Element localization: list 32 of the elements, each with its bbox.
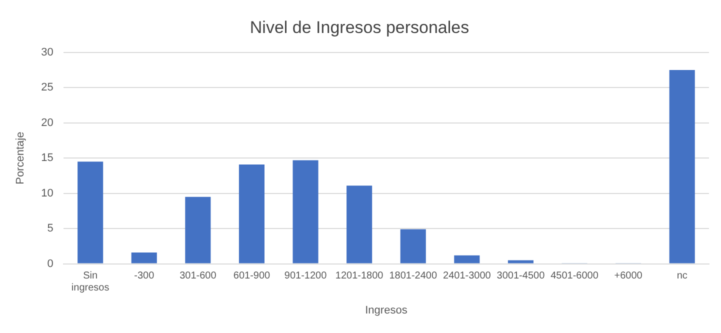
- bar: [508, 260, 534, 264]
- x-tick-label: +6000: [614, 270, 643, 282]
- x-tick-label: nc: [676, 270, 688, 282]
- x-tick-label: Sin ingresos: [71, 270, 110, 294]
- x-tick-label: 4501-6000: [550, 270, 599, 282]
- y-tick-label: 20: [41, 116, 54, 129]
- bar: [292, 160, 318, 264]
- x-tick-label: 601-900: [233, 270, 271, 282]
- bar: [131, 252, 157, 264]
- x-tick-label: 301-600: [180, 270, 217, 282]
- x-axis-title: Ingresos: [365, 304, 408, 316]
- y-tick-label: 5: [47, 222, 54, 235]
- y-tick-label: 25: [41, 82, 54, 94]
- bar: [454, 255, 480, 264]
- y-tick-label: 30: [41, 46, 54, 58]
- x-tick-label: 3001-4500: [496, 270, 546, 282]
- y-tick-label: 10: [41, 187, 54, 200]
- y-tick-label: 15: [41, 152, 54, 164]
- x-tick-label: -300: [134, 270, 155, 282]
- x-tick-label: 1801-2400: [389, 270, 438, 282]
- bar: [238, 164, 264, 264]
- x-tick-label: 1201-1800: [335, 270, 384, 282]
- x-tick-label: 901-1200: [284, 270, 328, 282]
- bar: [669, 70, 695, 264]
- chart-title: Nivel de Ingresos personales: [250, 18, 470, 37]
- y-tick-label: 0: [47, 258, 54, 270]
- y-axis-title: Porcentaje: [14, 132, 27, 184]
- bar: [346, 186, 372, 264]
- bar: [400, 229, 426, 264]
- x-tick-label: 2401-3000: [443, 270, 492, 282]
- bar: [78, 162, 104, 264]
- bar: [185, 196, 211, 264]
